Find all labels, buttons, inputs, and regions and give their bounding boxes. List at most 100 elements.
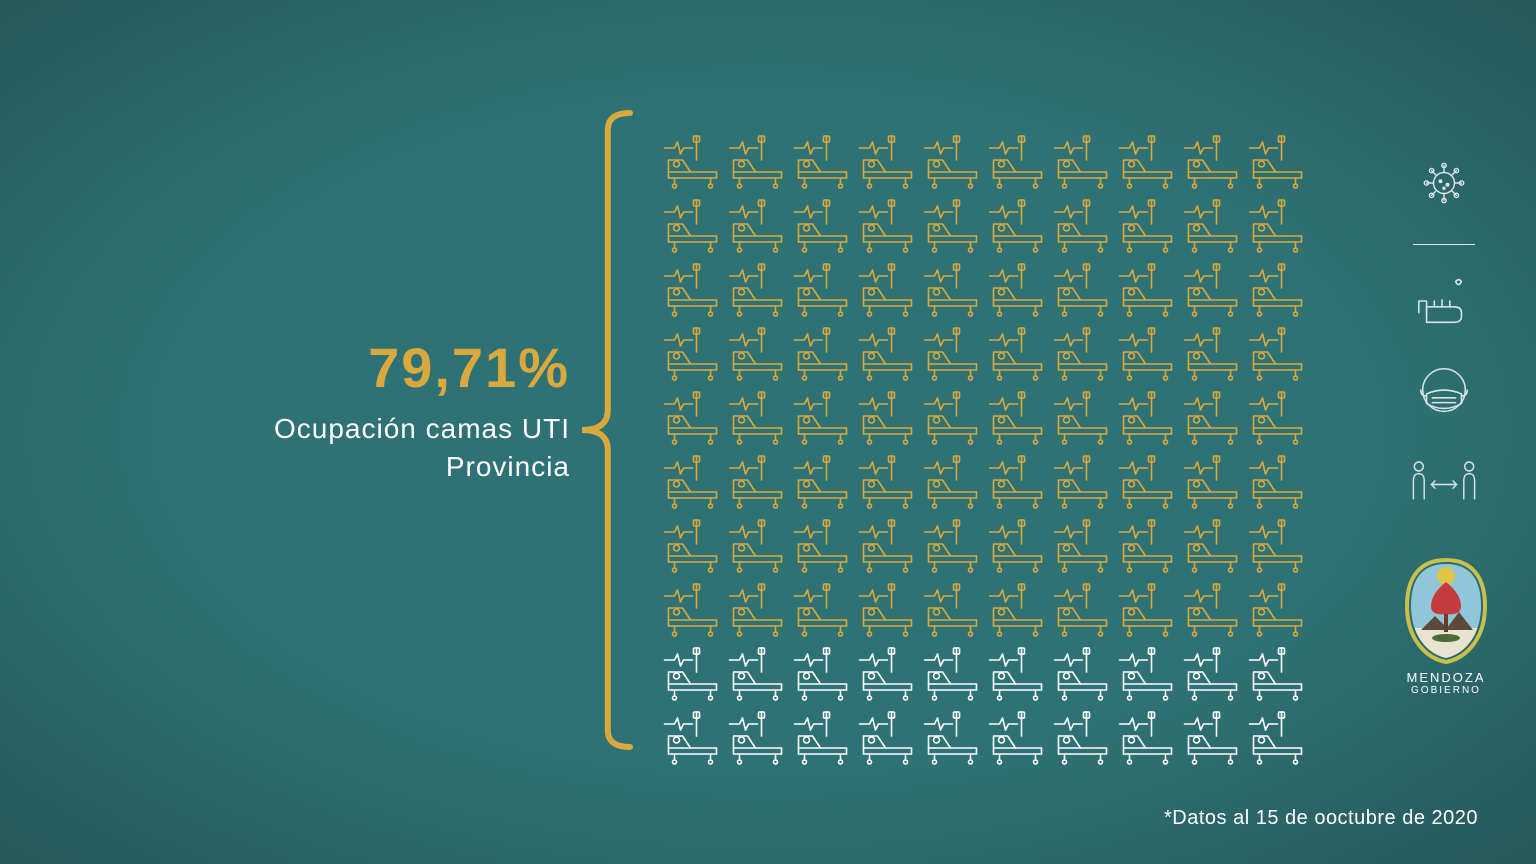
bed-occupied-icon	[985, 194, 1050, 258]
bed-occupied-icon	[725, 258, 790, 322]
subtitle-line1: Ocupación camas UTI	[274, 413, 570, 444]
bed-occupied-icon	[725, 194, 790, 258]
headline-block: 79,71% Ocupación camas UTI Provincia	[140, 340, 570, 486]
bed-occupied-icon	[920, 514, 985, 578]
bed-empty-icon	[725, 642, 790, 706]
infographic-canvas: 79,71% Ocupación camas UTI Provincia	[0, 0, 1536, 864]
bed-occupied-icon	[855, 386, 920, 450]
bed-occupied-icon	[985, 130, 1050, 194]
bed-occupied-icon	[920, 386, 985, 450]
bed-empty-icon	[920, 642, 985, 706]
bed-occupied-icon	[790, 194, 855, 258]
bed-occupied-icon	[1050, 194, 1115, 258]
bed-occupied-icon	[1050, 258, 1115, 322]
bed-occupied-icon	[1245, 578, 1310, 642]
bed-occupied-icon	[1050, 450, 1115, 514]
bed-occupied-icon	[790, 130, 855, 194]
prevention-icon-column	[1404, 155, 1484, 510]
bed-empty-icon	[985, 706, 1050, 770]
bed-occupied-icon	[1245, 194, 1310, 258]
bed-empty-icon	[660, 706, 725, 770]
bed-occupied-icon	[855, 578, 920, 642]
curly-brace	[577, 110, 633, 755]
subtitle-line2: Provincia	[446, 451, 570, 482]
bed-occupied-icon	[1180, 450, 1245, 514]
bed-occupied-icon	[920, 322, 985, 386]
icon-divider	[1413, 244, 1475, 245]
bed-occupied-icon	[1245, 322, 1310, 386]
bed-occupied-icon	[1180, 386, 1245, 450]
bed-occupied-icon	[1050, 322, 1115, 386]
bed-empty-icon	[790, 642, 855, 706]
bed-occupied-icon	[790, 322, 855, 386]
bed-occupied-icon	[1180, 130, 1245, 194]
bed-occupied-icon	[855, 130, 920, 194]
bed-occupied-icon	[1115, 194, 1180, 258]
bed-occupied-icon	[985, 514, 1050, 578]
bed-occupied-icon	[1245, 258, 1310, 322]
bed-occupied-icon	[660, 450, 725, 514]
bed-occupied-icon	[1115, 258, 1180, 322]
bed-occupied-icon	[1115, 450, 1180, 514]
bed-occupied-icon	[1180, 258, 1245, 322]
bed-occupied-icon	[920, 450, 985, 514]
bed-occupied-icon	[1050, 514, 1115, 578]
bed-empty-icon	[855, 642, 920, 706]
percent-value: 79,71%	[140, 340, 570, 396]
bed-empty-icon	[1050, 706, 1115, 770]
bed-occupied-icon	[855, 514, 920, 578]
bed-occupied-icon	[985, 386, 1050, 450]
bed-occupied-icon	[985, 258, 1050, 322]
bed-empty-icon	[1050, 642, 1115, 706]
mendoza-gobierno-badge: MENDOZAGOBIERNO	[1396, 558, 1496, 696]
bed-occupied-icon	[1115, 578, 1180, 642]
bed-occupied-icon	[725, 514, 790, 578]
bed-occupied-icon	[1180, 578, 1245, 642]
bed-occupied-icon	[790, 578, 855, 642]
bed-occupied-icon	[725, 578, 790, 642]
bed-occupied-icon	[725, 130, 790, 194]
bed-occupied-icon	[725, 322, 790, 386]
bed-occupied-icon	[985, 578, 1050, 642]
bed-occupied-icon	[1180, 322, 1245, 386]
bed-occupied-icon	[1115, 386, 1180, 450]
bed-occupied-icon	[660, 130, 725, 194]
bed-occupied-icon	[1115, 322, 1180, 386]
bed-occupied-icon	[660, 386, 725, 450]
bed-occupied-icon	[725, 386, 790, 450]
bed-empty-icon	[920, 706, 985, 770]
bed-occupied-icon	[920, 258, 985, 322]
bed-occupied-icon	[1050, 578, 1115, 642]
bed-empty-icon	[1245, 642, 1310, 706]
virus-icon	[1416, 155, 1472, 216]
bed-occupied-icon	[725, 450, 790, 514]
bed-occupied-icon	[790, 450, 855, 514]
bed-occupied-icon	[660, 194, 725, 258]
bed-occupied-icon	[1050, 130, 1115, 194]
bed-occupied-icon	[660, 514, 725, 578]
bed-occupied-icon	[1050, 386, 1115, 450]
bed-occupied-icon	[1245, 386, 1310, 450]
bed-empty-icon	[790, 706, 855, 770]
bed-occupied-icon	[855, 322, 920, 386]
bed-empty-icon	[1245, 706, 1310, 770]
bed-occupied-icon	[855, 258, 920, 322]
subtitle-text: Ocupación camas UTI Provincia	[140, 410, 570, 486]
bed-pictogram-grid	[660, 130, 1310, 770]
bed-occupied-icon	[920, 578, 985, 642]
bed-empty-icon	[1180, 706, 1245, 770]
bed-occupied-icon	[1180, 514, 1245, 578]
hand-wash-icon	[1413, 273, 1475, 334]
bed-occupied-icon	[1115, 130, 1180, 194]
gov-badge-line1: MENDOZA	[1407, 670, 1486, 685]
bed-empty-icon	[1115, 706, 1180, 770]
bed-occupied-icon	[1245, 130, 1310, 194]
bed-occupied-icon	[855, 194, 920, 258]
data-date-footnote: *Datos al 15 de ooctubre de 2020	[1164, 807, 1478, 830]
bed-occupied-icon	[985, 450, 1050, 514]
bed-occupied-icon	[790, 514, 855, 578]
bed-empty-icon	[985, 642, 1050, 706]
bed-occupied-icon	[1180, 194, 1245, 258]
mask-icon	[1413, 362, 1475, 427]
social-distance-icon	[1408, 455, 1480, 510]
